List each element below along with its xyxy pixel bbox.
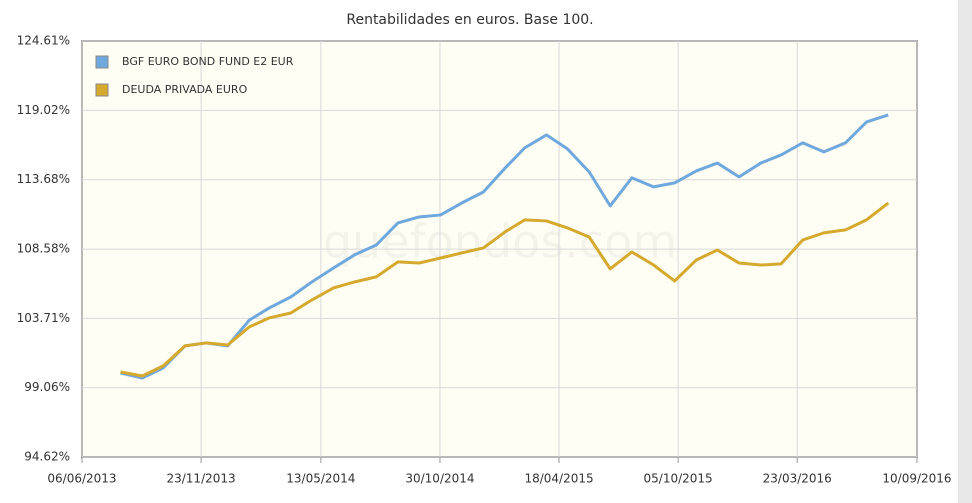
x-tick-label: 23/11/2013 [166,472,235,486]
y-tick-label: 103.71% [17,311,70,325]
x-tick-label: 18/04/2015 [524,472,593,486]
series-line [120,201,890,378]
y-tick-label: 94.62% [24,450,70,464]
series-line [120,113,889,380]
y-tick-label: 108.58% [17,242,70,256]
x-tick-label: 06/06/2013 [47,472,116,486]
y-tick-label: 113.68% [17,172,70,186]
x-tick-label: 23/03/2016 [763,472,832,486]
y-tick-label: 119.02% [17,103,70,117]
watermark: quefondos.com [323,215,677,269]
x-tick-label: 30/10/2014 [405,472,474,486]
chart-title: Rentabilidades en euros. Base 100. [346,12,593,28]
y-tick-label: 124.61% [17,34,70,48]
x-tick-label: 10/09/2016 [882,472,951,486]
x-tick-label: 05/10/2015 [644,472,713,486]
legend-label: BGF EURO BOND FUND E2 EUR [122,55,294,68]
legend-swatch [95,55,109,69]
x-tick-label: 13/05/2014 [286,472,355,486]
legend-label: DEUDA PRIVADA EURO [122,83,248,96]
legend-swatch [95,83,109,97]
scrollbar [958,0,972,503]
legend: BGF EURO BOND FUND E2 EUR DEUDA PRIVADA E… [95,55,294,97]
y-tick-label: 99.06% [24,380,70,394]
